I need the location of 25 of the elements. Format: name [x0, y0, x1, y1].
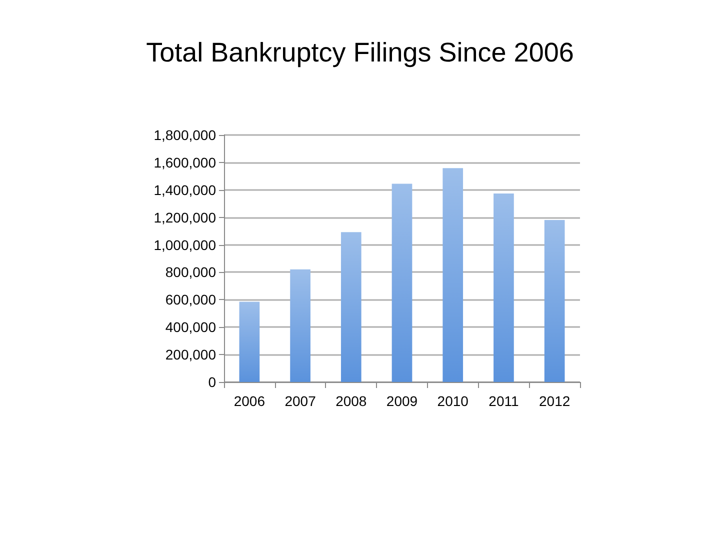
y-tick-label: 600,000 [165, 292, 216, 308]
bar [442, 168, 464, 382]
bar [239, 302, 260, 382]
chart-title: Total Bankruptcy Filings Since 2006 [146, 38, 574, 68]
bar [544, 220, 565, 382]
y-tick-label: 1,000,000 [154, 236, 216, 253]
x-tick-label: 2006 [234, 393, 266, 409]
x-tick-label: 2007 [284, 393, 316, 409]
bar [494, 193, 514, 382]
y-tick-label: 200,000 [165, 346, 216, 363]
y-tick-label: 400,000 [165, 319, 216, 336]
bar [392, 184, 412, 382]
y-tick-label: 1,400,000 [154, 182, 216, 198]
x-tick-label: 2008 [336, 393, 367, 409]
y-tick-label: 0 [208, 374, 216, 390]
x-tick-label: 2012 [538, 393, 570, 409]
x-tick-label: 2011 [488, 393, 519, 409]
y-tick-label: 1,200,000 [154, 209, 216, 226]
bar [340, 232, 362, 382]
x-tick-label: 2009 [386, 393, 418, 409]
y-tick-label: 1,800,000 [154, 127, 216, 143]
y-tick-label: 800,000 [165, 264, 216, 280]
bar [290, 269, 310, 382]
x-tick-label: 2010 [437, 393, 469, 409]
y-tick-label: 1,600,000 [154, 154, 216, 170]
